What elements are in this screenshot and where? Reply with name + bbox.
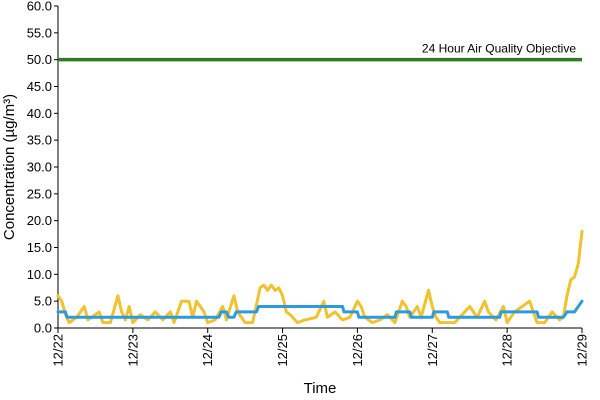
y-tick-label: 10.0 [27, 267, 52, 282]
y-tick-label: 50.0 [27, 52, 52, 67]
y-tick-label: 25.0 [27, 186, 52, 201]
series-line-2 [56, 299, 584, 319]
x-tick-label: 12/27 [425, 334, 440, 367]
x-tick-label: 12/22 [51, 334, 66, 367]
x-tick-label: 12/25 [275, 334, 290, 367]
series-line-1 [56, 229, 584, 325]
y-axis: 0.0 5.0 10.0 15.0 20.0 25.0 30.0 35.0 40.0 45.0 50… [27, 0, 59, 336]
y-tick-label: 45.0 [27, 79, 52, 94]
x-tick-label: 12/26 [350, 334, 365, 367]
x-axis-title: Time [304, 380, 337, 397]
y-tick-label: 5.0 [34, 294, 52, 309]
x-tick-label: 12/23 [125, 334, 140, 367]
y-tick-label: 15.0 [27, 240, 52, 255]
series-group [56, 229, 584, 325]
y-tick-label: 55.0 [27, 25, 52, 40]
y-tick-label: 35.0 [27, 133, 52, 148]
x-tick-label: 12/29 [575, 334, 590, 367]
x-tick-label: 12/24 [200, 334, 215, 367]
reference-line-label: 24 Hour Air Quality Objective [422, 42, 576, 56]
x-tick-label: 12/28 [500, 334, 515, 367]
y-tick-label: 60.0 [27, 0, 52, 14]
y-tick-label: 30.0 [27, 160, 52, 175]
y-tick-label: 20.0 [27, 213, 52, 228]
y-tick-label: 0.0 [34, 321, 52, 336]
y-tick-label: 40.0 [27, 106, 52, 121]
x-axis: 12/22 12/23 12/24 12/25 12/26 12/27 12/28 12/29 [51, 327, 590, 367]
y-axis-title: Concentration (µg/m³) [1, 94, 18, 240]
